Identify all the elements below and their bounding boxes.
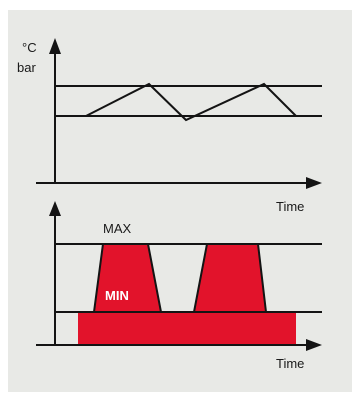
min-level-block bbox=[78, 312, 296, 345]
bottom-x-label: Time bbox=[276, 356, 304, 371]
top-zigzag-curve bbox=[85, 82, 297, 122]
top-y-axis-arrow bbox=[49, 38, 61, 54]
min-label: MIN bbox=[105, 288, 129, 303]
bottom-chart: MAX MIN Time bbox=[36, 201, 322, 371]
top-chart: °C bar Time bbox=[17, 38, 322, 214]
y-unit-pressure: bar bbox=[17, 60, 36, 75]
top-x-axis-arrow bbox=[306, 177, 322, 189]
bottom-y-axis-arrow bbox=[49, 201, 61, 216]
max-label: MAX bbox=[103, 221, 132, 236]
max-pulse-2 bbox=[194, 244, 266, 312]
max-pulse-1 bbox=[94, 244, 161, 312]
top-x-label: Time bbox=[276, 199, 304, 214]
y-unit-temperature: °C bbox=[22, 40, 37, 55]
bottom-x-axis-arrow bbox=[306, 339, 322, 351]
